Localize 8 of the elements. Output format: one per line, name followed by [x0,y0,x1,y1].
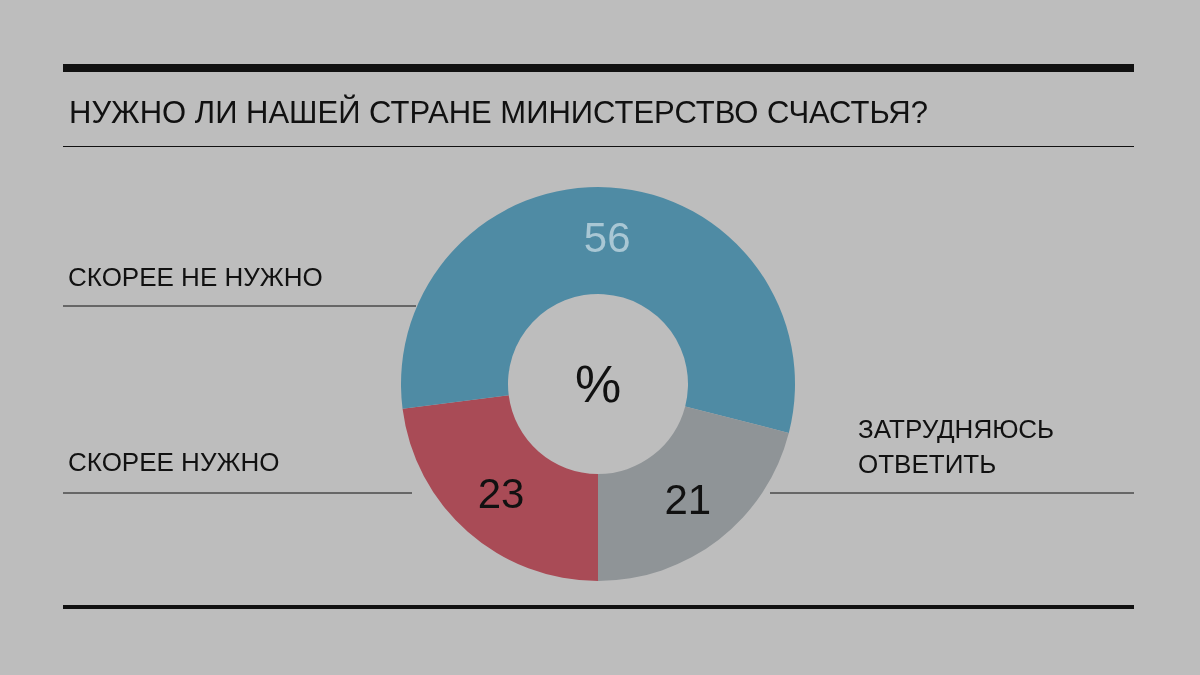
text: % [574,355,622,413]
data-label: 21 [664,476,712,524]
data-label: 23 [477,470,525,518]
slice-label: ЗАТРУДНЯЮСЬ ОТВЕТИТЬ [858,413,1062,479]
chart-title: НУЖНО ЛИ НАШЕЙ СТРАНЕ МИНИСТЕРСТВО СЧАСТЬЯ? [69,94,928,130]
slice-label: СКОРЕЕ НУЖНО [68,446,280,477]
slice-label: СКОРЕЕ НЕ НУЖНО [68,261,323,292]
data-label: 56 [583,214,631,262]
